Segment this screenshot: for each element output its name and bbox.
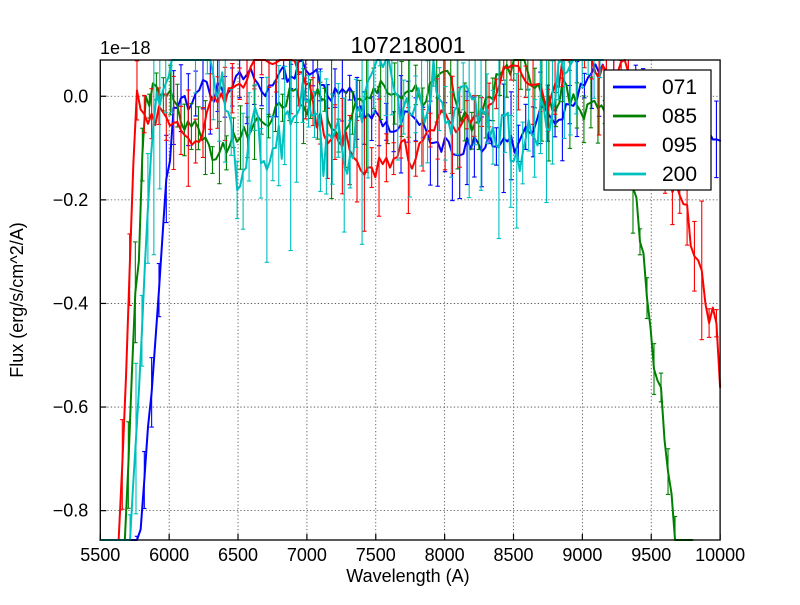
svg-text:10000: 10000 — [695, 545, 745, 565]
svg-text:095: 095 — [662, 134, 697, 157]
svg-text:6500: 6500 — [218, 545, 258, 565]
svg-text:−0.8: −0.8 — [53, 501, 89, 521]
svg-text:9500: 9500 — [631, 545, 671, 565]
svg-text:8000: 8000 — [425, 545, 465, 565]
svg-text:Flux (erg/s/cm^2/A): Flux (erg/s/cm^2/A) — [7, 222, 27, 377]
svg-text:9000: 9000 — [562, 545, 602, 565]
svg-text:−0.4: −0.4 — [53, 293, 89, 313]
svg-text:107218001: 107218001 — [350, 32, 465, 58]
svg-text:7500: 7500 — [356, 545, 396, 565]
svg-text:−0.2: −0.2 — [53, 190, 89, 210]
svg-text:Wavelength (A): Wavelength (A) — [346, 566, 469, 586]
svg-text:0.0: 0.0 — [63, 86, 88, 106]
svg-text:8500: 8500 — [493, 545, 533, 565]
svg-text:071: 071 — [662, 76, 697, 99]
svg-text:200: 200 — [662, 163, 697, 186]
svg-text:085: 085 — [662, 105, 697, 128]
svg-text:1e−18: 1e−18 — [100, 38, 151, 58]
svg-text:5500: 5500 — [80, 545, 120, 565]
svg-text:6000: 6000 — [149, 545, 189, 565]
svg-text:−0.6: −0.6 — [53, 397, 89, 417]
svg-text:7000: 7000 — [287, 545, 327, 565]
